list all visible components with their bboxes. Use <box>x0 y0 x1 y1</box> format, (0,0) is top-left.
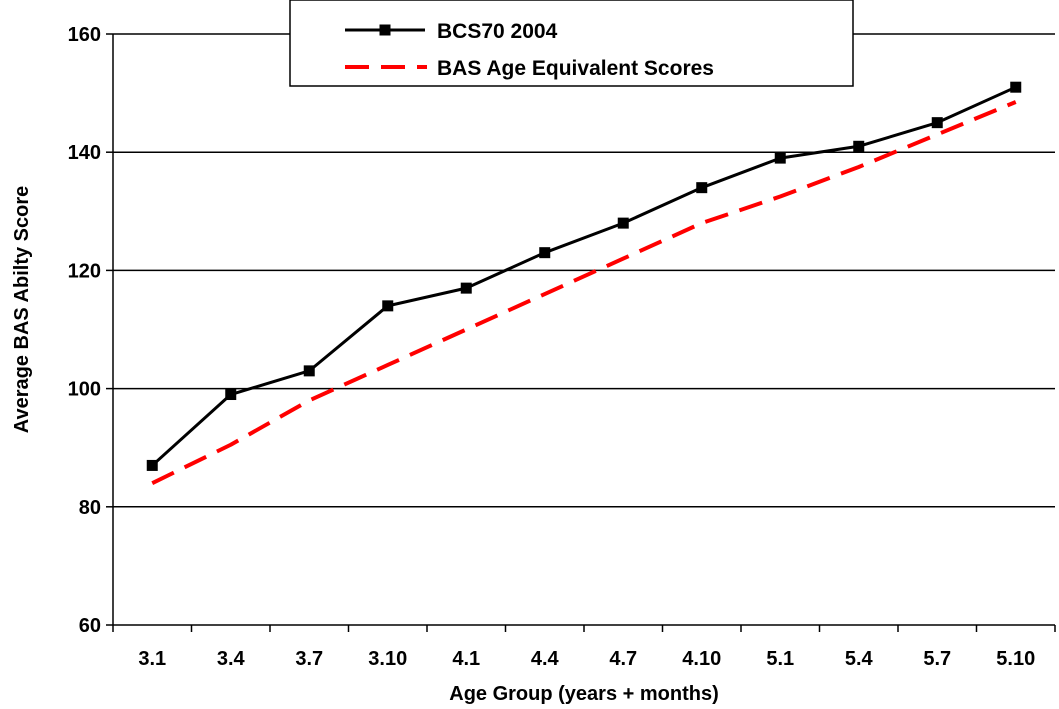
legend-marker-bcs70 <box>379 24 391 36</box>
data-point <box>696 182 708 194</box>
x-tick-label: 3.4 <box>217 648 246 670</box>
x-tick-label: 3.10 <box>368 648 407 670</box>
y-tick-label: 100 <box>68 379 101 401</box>
series-line-0 <box>151 85 1017 467</box>
x-tick-label: 4.7 <box>609 648 637 670</box>
x-axis-title: Age Group (years + months) <box>449 683 719 705</box>
x-tick-label: 3.1 <box>138 648 166 670</box>
y-tick-label: 120 <box>68 260 101 282</box>
x-axis-ticks: 3.1 3.4 3.7 3.10 4.1 4.4 4.7 4.10 5.1 5.4 5.7 5.10 <box>112 625 1056 670</box>
data-point <box>539 247 551 259</box>
legend: BCS70 2004 BAS Age Equivalent Scores <box>289 0 854 87</box>
series-line-1 <box>151 100 1017 485</box>
data-point <box>382 300 394 312</box>
data-point <box>774 152 786 164</box>
legend-label-bas-age-equivalent: BAS Age Equivalent Scores <box>437 57 714 80</box>
data-point <box>931 117 943 129</box>
x-tick-label: 5.7 <box>923 648 951 670</box>
x-tick-label: 4.10 <box>682 648 721 670</box>
data-point <box>225 389 237 401</box>
x-tick-label: 5.10 <box>996 648 1035 670</box>
gridlines <box>113 33 1055 508</box>
x-tick-label: 4.4 <box>531 648 560 670</box>
y-tick-label: 140 <box>68 142 101 164</box>
y-axis-title: Average BAS Abilty Score <box>11 186 33 434</box>
series-group <box>146 81 1022 485</box>
y-axis-ticks: 60 80 100 120 140 160 <box>68 24 113 637</box>
legend-box <box>289 0 854 87</box>
x-tick-label: 3.7 <box>295 648 323 670</box>
x-tick-label: 5.4 <box>845 648 874 670</box>
data-point <box>853 140 865 152</box>
axes <box>112 34 1055 626</box>
x-tick-label: 4.1 <box>452 648 480 670</box>
data-point <box>303 365 315 377</box>
data-point <box>146 459 158 471</box>
y-tick-label: 80 <box>79 497 101 519</box>
y-tick-label: 160 <box>68 24 101 46</box>
y-tick-label: 60 <box>79 615 101 637</box>
data-point <box>460 282 472 294</box>
data-point <box>617 217 629 229</box>
x-tick-label: 5.1 <box>766 648 794 670</box>
data-point <box>1010 81 1022 93</box>
legend-label-bcs70: BCS70 2004 <box>437 20 558 43</box>
